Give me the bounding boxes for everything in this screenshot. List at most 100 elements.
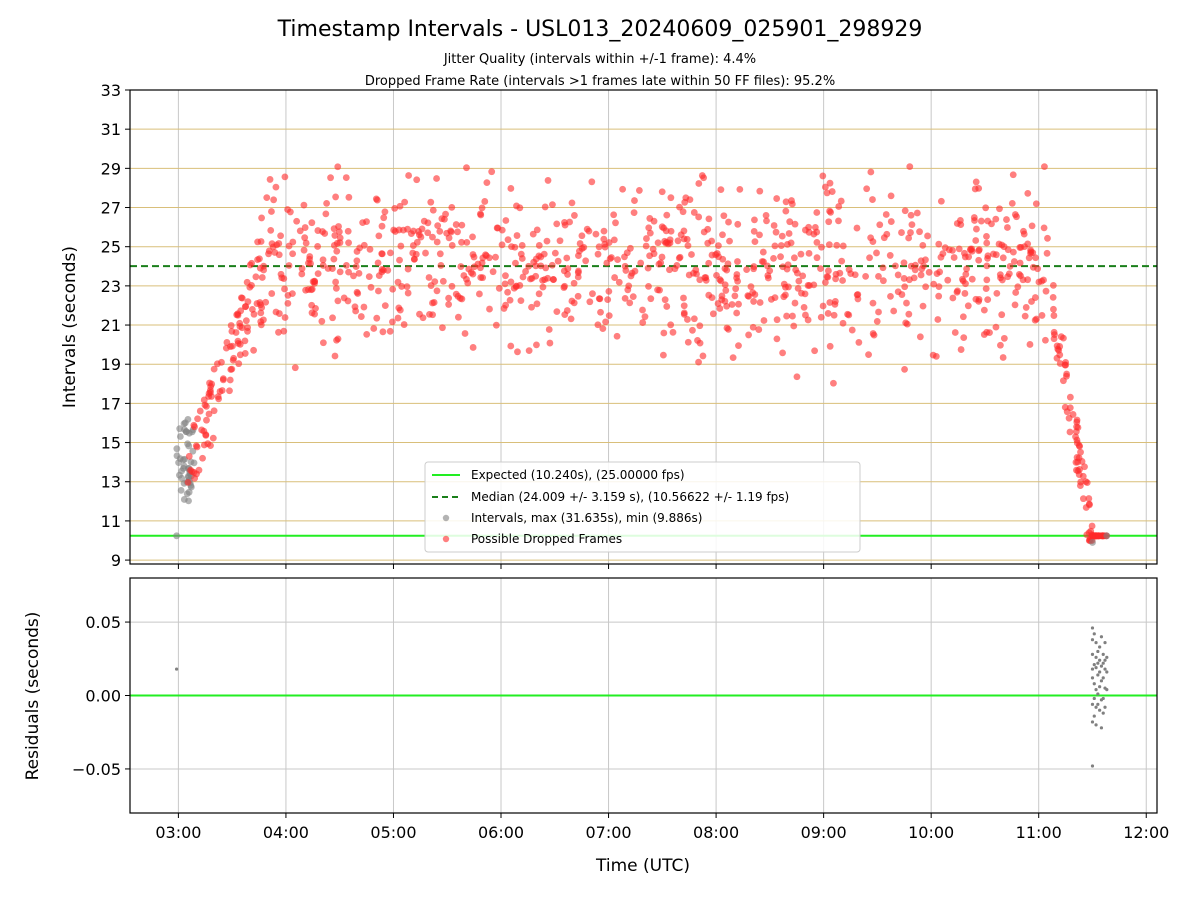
- dropped-frame-point: [801, 226, 809, 234]
- dropped-frame-point: [810, 281, 818, 289]
- dropped-frame-point: [709, 310, 717, 318]
- dropped-frame-point: [863, 185, 871, 193]
- dropped-frame-point: [671, 265, 679, 273]
- residuals-x-tick-label: 04:00: [263, 823, 309, 842]
- dropped-frame-point: [644, 264, 652, 272]
- residual-point: [1101, 676, 1105, 680]
- dropped-frame-point: [345, 268, 352, 276]
- dropped-frame-point: [629, 293, 637, 300]
- dropped-frame-point: [445, 301, 453, 308]
- dropped-frame-point: [257, 238, 265, 245]
- dropped-frame-point: [564, 265, 572, 272]
- dropped-frame-point: [518, 242, 526, 249]
- dropped-frame-point: [433, 175, 440, 182]
- dropped-frame-point: [535, 290, 543, 298]
- dropped-frame-point: [905, 234, 913, 242]
- dropped-frame-point: [869, 330, 877, 337]
- dropped-frame-point: [827, 208, 835, 216]
- dropped-frame-point: [995, 240, 1003, 248]
- dropped-frame-point: [734, 220, 742, 228]
- dropped-frame-point: [301, 224, 309, 231]
- dropped-frame-point: [779, 349, 786, 357]
- residual-point: [1096, 649, 1100, 654]
- dropped-frame-point: [589, 290, 596, 298]
- dropped-frame-point: [507, 185, 515, 192]
- dropped-frame-point: [1063, 408, 1071, 416]
- dropped-frame-point: [486, 305, 493, 313]
- dropped-frame-point: [930, 280, 938, 288]
- chart-subtitle-jitter: Jitter Quality (intervals within +/-1 fr…: [443, 52, 756, 67]
- dropped-frame-point: [553, 308, 561, 316]
- dropped-frame-point: [481, 198, 489, 205]
- dropped-frame-point: [900, 259, 908, 267]
- dropped-frame-point: [669, 328, 677, 336]
- interval-point: [180, 464, 187, 472]
- dropped-frame-point: [1000, 334, 1008, 342]
- dropped-frame-point: [680, 310, 688, 318]
- dropped-frame-point: [865, 351, 872, 359]
- dropped-frame-point: [350, 272, 357, 280]
- dropped-frame-point: [300, 201, 308, 209]
- dropped-frame-point: [330, 225, 338, 233]
- dropped-frame-point: [492, 253, 499, 261]
- dropped-frame-point: [266, 176, 274, 183]
- dropped-frame-point: [810, 230, 818, 238]
- dropped-frame-point: [209, 434, 217, 442]
- dropped-frame-point: [771, 242, 779, 250]
- dropped-frame-point: [563, 254, 571, 262]
- dropped-frame-point: [1049, 281, 1057, 289]
- dropped-frame-point: [731, 292, 739, 300]
- dropped-frame-point: [314, 243, 322, 250]
- dropped-frame-point: [454, 228, 461, 236]
- dropped-frame-point: [345, 193, 353, 201]
- dropped-frame-point: [876, 221, 884, 229]
- dropped-frame-point: [516, 204, 524, 212]
- dropped-frame-point: [919, 302, 927, 310]
- dropped-frame-point: [790, 254, 798, 262]
- dropped-frame-point: [982, 204, 990, 212]
- dropped-frame-point: [937, 197, 945, 205]
- dropped-frame-point: [784, 261, 792, 269]
- dropped-frame-point: [953, 220, 961, 227]
- dropped-frame-point: [544, 177, 552, 184]
- intervals-y-tick-label: 23: [101, 277, 121, 296]
- dropped-frame-point: [755, 326, 763, 333]
- dropped-frame-point: [1042, 336, 1049, 344]
- dropped-frame-point: [787, 239, 795, 247]
- dropped-frame-point: [205, 410, 213, 418]
- dropped-frame-point: [853, 224, 861, 232]
- dropped-frame-point: [304, 286, 312, 293]
- dropped-frame-point: [962, 270, 970, 278]
- dropped-frame-point: [277, 232, 285, 240]
- dropped-frame-point: [791, 220, 799, 228]
- dropped-frame-point: [990, 250, 997, 258]
- dropped-frame-point: [666, 266, 673, 274]
- intervals-y-axis-label: Intervals (seconds): [60, 246, 80, 408]
- residuals-x-tick-label: 06:00: [478, 823, 524, 842]
- dropped-frame-point: [913, 209, 921, 217]
- dropped-frame-point: [1022, 304, 1030, 311]
- dropped-frame-point: [972, 178, 980, 186]
- dropped-frame-point: [507, 342, 515, 350]
- dropped-frame-point: [578, 232, 586, 240]
- dropped-frame-point: [869, 299, 877, 307]
- dropped-frame-point: [360, 303, 368, 311]
- dropped-frame-point: [826, 179, 834, 187]
- intervals-y-tick-label: 33: [101, 81, 121, 100]
- dropped-frame-point: [973, 225, 980, 233]
- dropped-frame-point: [667, 194, 675, 202]
- dropped-frame-point: [680, 294, 687, 302]
- dropped-frame-point: [436, 227, 444, 235]
- dropped-frame-point: [786, 218, 794, 226]
- residual-point: [1101, 652, 1105, 656]
- residual-point: [1099, 664, 1104, 668]
- dropped-frame-point: [445, 234, 453, 242]
- dropped-frame-point: [323, 199, 331, 207]
- dropped-frame-point: [263, 194, 271, 202]
- dropped-frame-point: [1072, 433, 1079, 441]
- dropped-frame-point: [680, 235, 688, 243]
- dropped-frame-point: [813, 239, 821, 246]
- dropped-frame-point: [454, 313, 462, 321]
- dropped-frame-point: [734, 277, 742, 285]
- dropped-frame-point: [626, 299, 634, 307]
